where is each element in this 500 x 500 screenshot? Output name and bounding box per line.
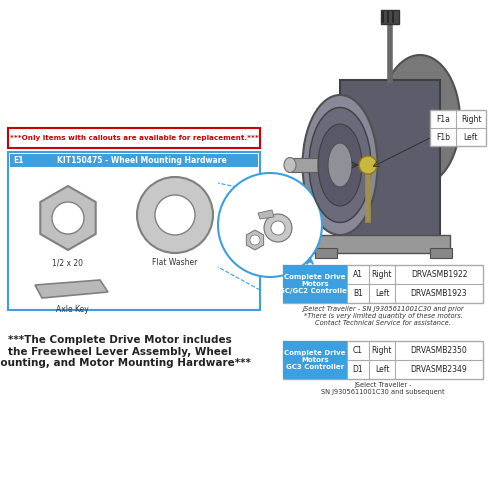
Text: Left: Left <box>375 365 389 374</box>
Ellipse shape <box>380 55 460 185</box>
Circle shape <box>218 173 322 277</box>
Text: JSelect Traveller -
SN J9305611001C30 and subsequent: JSelect Traveller - SN J9305611001C30 an… <box>321 382 445 395</box>
Circle shape <box>271 221 285 235</box>
Text: DRVASMB1923: DRVASMB1923 <box>410 289 468 298</box>
Text: ***Only items with callouts are available for replacement.***: ***Only items with callouts are availabl… <box>10 135 258 141</box>
Text: C1: C1 <box>353 346 363 355</box>
Text: D1: D1 <box>352 365 364 374</box>
Polygon shape <box>258 210 274 219</box>
Text: Complete Drive
Motors
GC/GC2 Controller: Complete Drive Motors GC/GC2 Controller <box>280 274 350 294</box>
Circle shape <box>250 235 260 245</box>
FancyBboxPatch shape <box>10 154 26 167</box>
FancyBboxPatch shape <box>340 80 440 250</box>
Text: KIT150475 - Wheel Mounting Hardware: KIT150475 - Wheel Mounting Hardware <box>57 156 227 165</box>
Circle shape <box>264 214 292 242</box>
FancyBboxPatch shape <box>283 341 483 379</box>
Circle shape <box>137 177 213 253</box>
Circle shape <box>359 156 377 174</box>
FancyBboxPatch shape <box>283 265 483 303</box>
Text: A1: A1 <box>353 270 363 279</box>
FancyBboxPatch shape <box>283 341 347 379</box>
Text: F1b: F1b <box>436 132 450 141</box>
FancyBboxPatch shape <box>26 154 258 167</box>
FancyBboxPatch shape <box>381 10 399 24</box>
Circle shape <box>155 195 195 235</box>
Text: Right: Right <box>461 114 481 124</box>
Ellipse shape <box>302 95 378 235</box>
FancyBboxPatch shape <box>8 152 260 310</box>
FancyBboxPatch shape <box>310 235 450 253</box>
Text: Left: Left <box>464 132 478 141</box>
FancyBboxPatch shape <box>430 248 452 258</box>
FancyBboxPatch shape <box>430 110 486 146</box>
Text: DRVASMB1922: DRVASMB1922 <box>411 270 467 279</box>
Text: 1/2 x 20: 1/2 x 20 <box>52 258 84 267</box>
Text: Right: Right <box>372 270 392 279</box>
Text: ***The Complete Drive Motor includes
the Freewheel Lever Assembly, Wheel
Mountin: ***The Complete Drive Motor includes the… <box>0 335 250 368</box>
Text: E1: E1 <box>13 156 23 165</box>
Text: Left: Left <box>375 289 389 298</box>
Text: Axle Key: Axle Key <box>56 305 88 314</box>
FancyBboxPatch shape <box>283 265 347 303</box>
Polygon shape <box>290 158 340 172</box>
Text: B1: B1 <box>353 289 363 298</box>
FancyBboxPatch shape <box>315 248 337 258</box>
Circle shape <box>52 202 84 234</box>
Text: JSelect Traveller - SN J9305611001C30 and prior
*There is very limited quantity : JSelect Traveller - SN J9305611001C30 an… <box>302 306 464 326</box>
Ellipse shape <box>318 124 362 206</box>
Text: Flat Washer: Flat Washer <box>152 258 198 267</box>
Text: DRVASMB2349: DRVASMB2349 <box>410 365 468 374</box>
Text: Right: Right <box>372 346 392 355</box>
Text: Complete Drive
Motors
GC3 Controller: Complete Drive Motors GC3 Controller <box>284 350 346 370</box>
Text: F1a: F1a <box>436 114 450 124</box>
Polygon shape <box>35 280 108 298</box>
Ellipse shape <box>328 143 352 187</box>
Ellipse shape <box>309 108 371 222</box>
Polygon shape <box>40 186 96 250</box>
FancyBboxPatch shape <box>8 128 260 148</box>
Ellipse shape <box>284 158 296 172</box>
Polygon shape <box>246 230 264 250</box>
Text: DRVASMB2350: DRVASMB2350 <box>410 346 468 355</box>
